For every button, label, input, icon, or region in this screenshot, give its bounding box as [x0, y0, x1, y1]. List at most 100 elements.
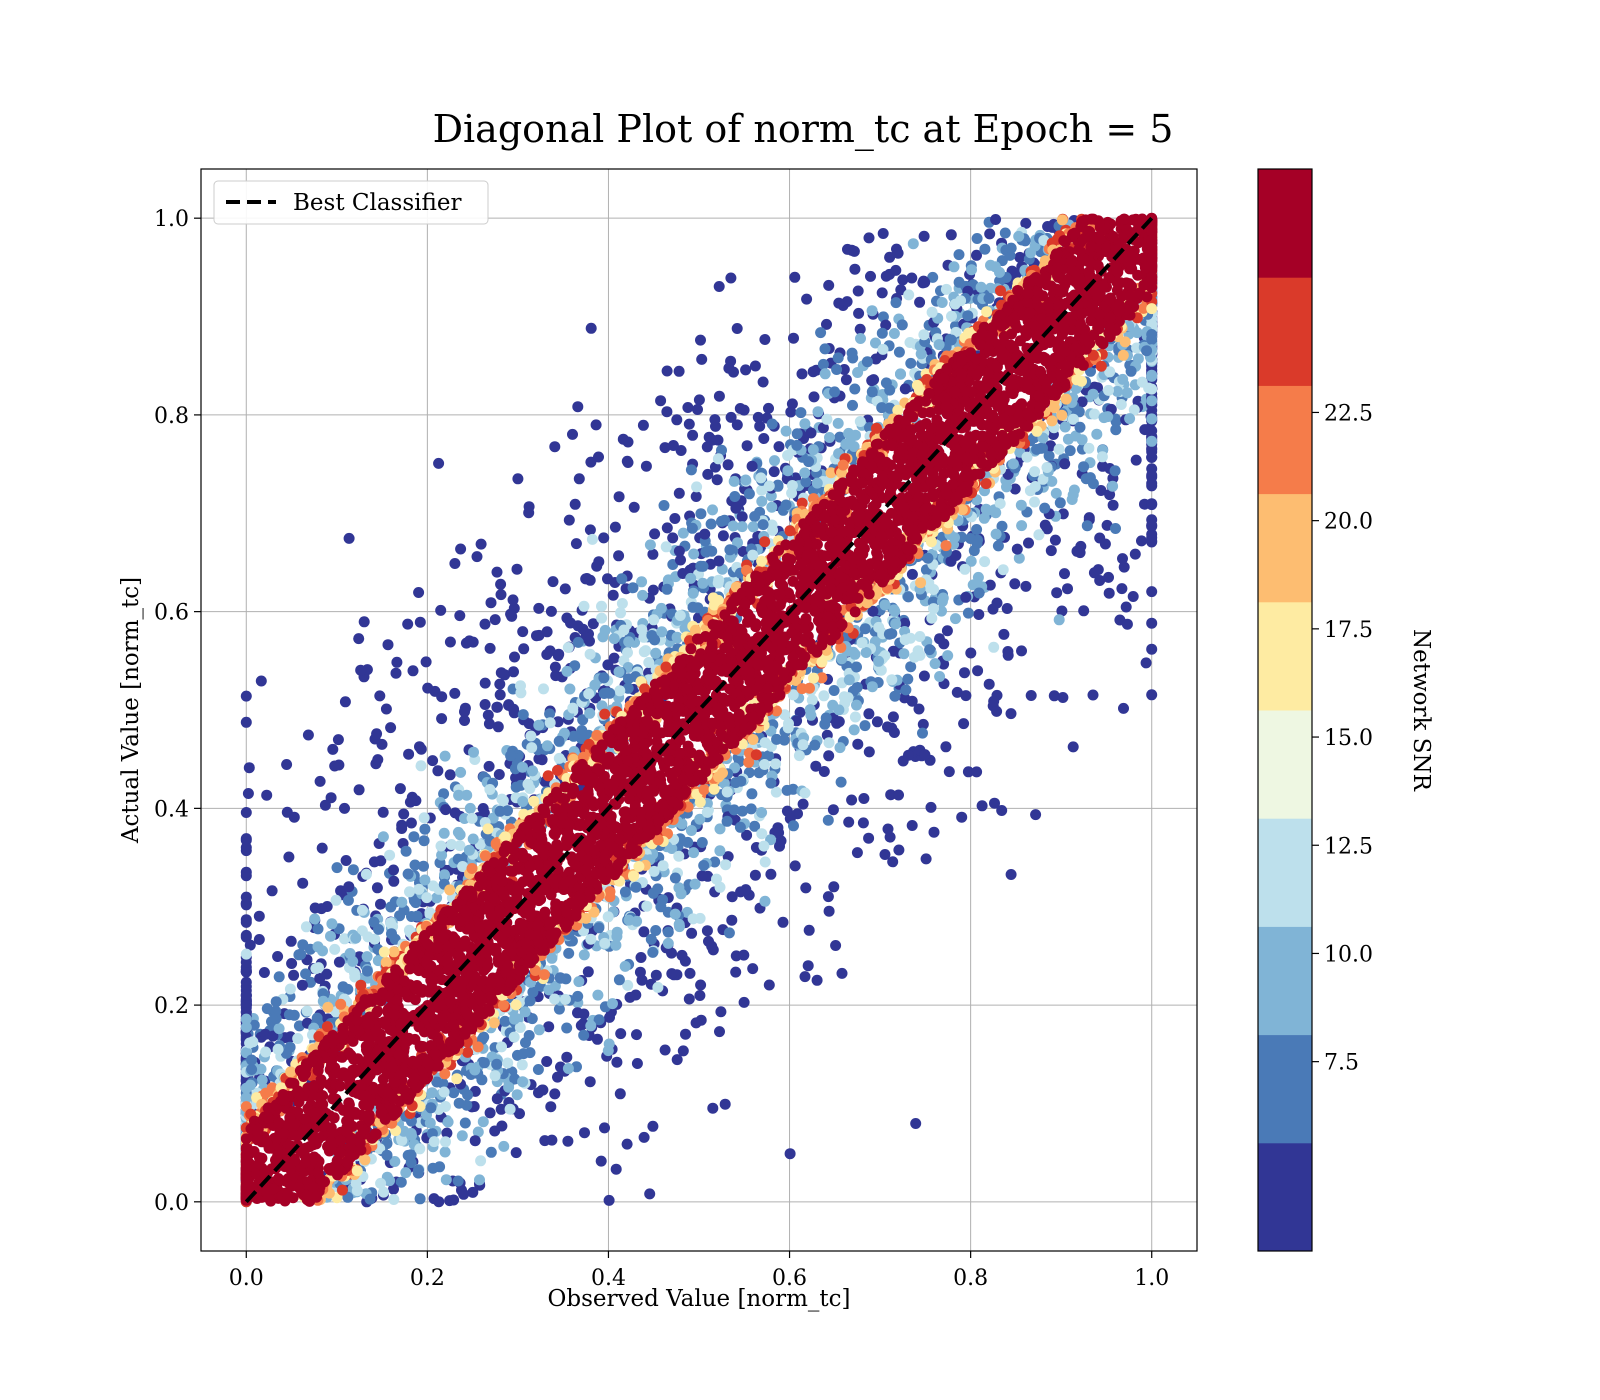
scatter-point: [1110, 523, 1121, 534]
scatter-point: [1121, 618, 1133, 630]
scatter-point: [897, 274, 909, 286]
scatter-point: [637, 419, 649, 431]
scatter-point: [561, 1022, 573, 1034]
scatter-point: [1014, 251, 1026, 263]
scatter-point: [491, 701, 503, 713]
scatter-point: [714, 1026, 725, 1038]
scatter-point: [962, 766, 974, 778]
scatter-point: [900, 684, 912, 696]
scatter-point: [925, 536, 937, 548]
scatter-point: [440, 1136, 451, 1148]
scatter-point: [661, 406, 673, 418]
scatter-point: [832, 417, 844, 429]
scatter-point: [326, 918, 338, 930]
scatter-point: [683, 993, 695, 1005]
scatter-point: [699, 528, 711, 540]
scatter-point: [563, 947, 575, 959]
scatter-point: [934, 671, 946, 682]
scatter-point: [532, 1064, 544, 1075]
scatter-point: [951, 686, 963, 698]
scatter-point: [448, 1087, 460, 1099]
scatter-point: [495, 667, 507, 679]
scatter-point: [829, 386, 841, 398]
scatter-point: [343, 532, 355, 544]
scatter-point: [780, 425, 792, 437]
scatter-point: [1029, 496, 1040, 508]
scatter-point: [602, 911, 614, 923]
scatter-point: [272, 951, 284, 962]
scatter-point: [439, 750, 451, 762]
scatter-point: [736, 511, 748, 523]
scatter-point: [867, 605, 879, 617]
scatter-point: [920, 853, 932, 865]
scatter-point: [815, 327, 827, 339]
scatter-point: [614, 685, 626, 697]
scatter-point: [576, 725, 588, 736]
scatter-point: [848, 724, 860, 736]
scatter-point: [919, 276, 931, 288]
scatter-point: [880, 270, 892, 282]
scatter-point: [641, 900, 653, 912]
scatter-point: [1083, 442, 1095, 454]
scatter-point: [243, 762, 255, 774]
scatter-point: [741, 440, 753, 452]
scatter-point: [549, 661, 561, 673]
scatter-point: [544, 645, 556, 657]
scatter-point: [611, 1056, 623, 1068]
scatter-point: [842, 692, 854, 704]
scatter-point: [396, 896, 408, 908]
scatter-point: [887, 711, 899, 723]
scatter-point: [285, 935, 297, 947]
scatter-point: [674, 610, 686, 621]
scatter-point: [711, 474, 723, 486]
scatter-point: [971, 249, 982, 261]
scatter-point: [756, 807, 768, 818]
scatter-point: [973, 609, 985, 620]
scatter-point: [695, 560, 707, 572]
scatter-point: [692, 602, 704, 614]
scatter-point: [375, 1177, 387, 1189]
scatter-point: [893, 844, 905, 856]
scatter-point: [454, 829, 466, 841]
scatter-point: [484, 1107, 496, 1119]
scatter-point: [1109, 465, 1121, 477]
scatter-point: [553, 648, 565, 660]
scatter-point: [608, 633, 620, 645]
scatter-point: [286, 958, 298, 969]
scatter-point: [782, 722, 794, 734]
scatter-point: [596, 612, 608, 624]
scatter-point: [685, 825, 697, 836]
scatter-point: [1076, 396, 1088, 408]
scatter-point: [667, 440, 679, 451]
scatter-point: [666, 968, 678, 980]
scatter-point: [1078, 605, 1090, 617]
scatter-point: [619, 960, 631, 972]
scatter-point: [972, 665, 984, 677]
scatter-point: [1074, 547, 1086, 559]
scatter-point: [940, 540, 952, 552]
scatter-point: [266, 885, 278, 897]
scatter-point: [712, 453, 724, 465]
scatter-point: [453, 789, 465, 801]
scatter-point: [866, 386, 878, 398]
scatter-point: [572, 401, 584, 413]
scatter-point: [791, 439, 803, 451]
scatter-point: [818, 690, 830, 702]
scatter-point: [369, 933, 381, 945]
scatter-point: [736, 805, 748, 817]
scatter-point: [863, 746, 875, 758]
scatter-point: [888, 604, 900, 616]
scatter-point: [725, 272, 737, 284]
scatter-point: [895, 284, 907, 296]
scatter-point: [572, 620, 584, 632]
scatter-point: [471, 551, 483, 563]
scatter-point: [281, 759, 293, 770]
scatter-point: [812, 406, 824, 418]
scatter-point: [517, 796, 529, 807]
scatter-point: [694, 990, 706, 1001]
scatter-point: [1059, 568, 1070, 580]
scatter-point: [749, 869, 761, 881]
scatter-point: [1146, 617, 1158, 629]
scatter-point: [782, 465, 794, 477]
